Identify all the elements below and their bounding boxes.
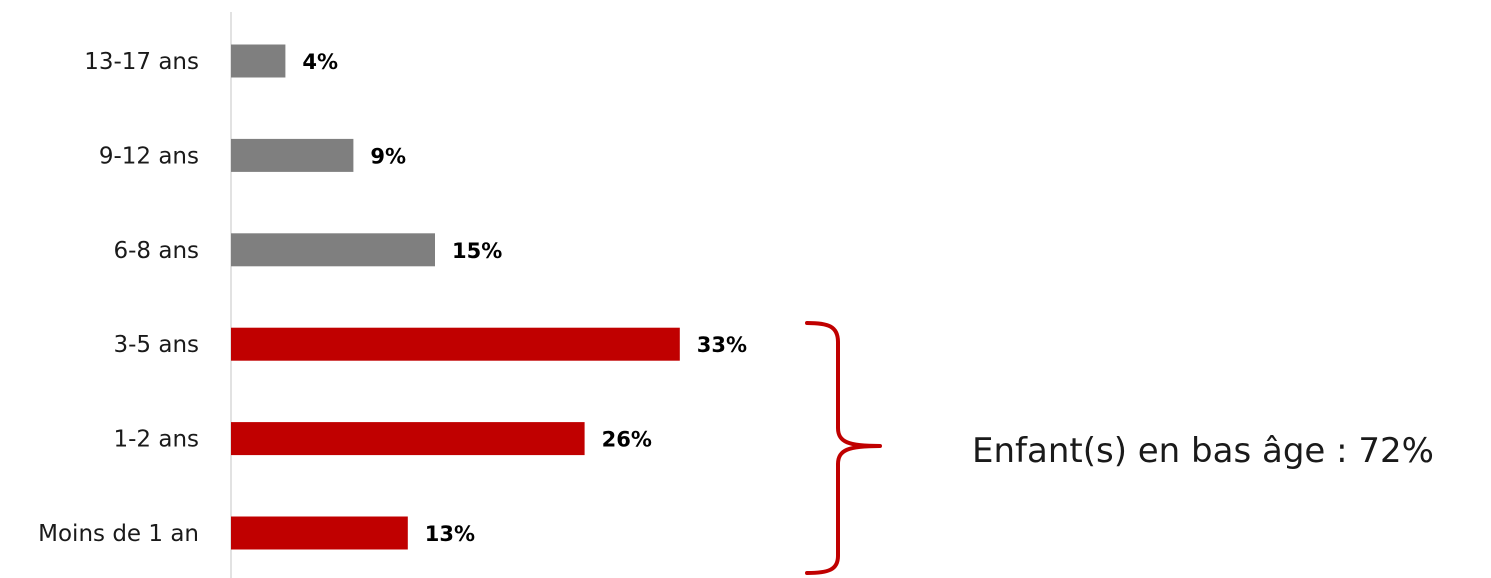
category-label-4: 1-2 ans (113, 427, 199, 453)
category-label-0: 13-17 ans (84, 49, 199, 75)
category-label-1: 9-12 ans (99, 143, 199, 169)
category-label-5: Moins de 1 an (38, 521, 199, 547)
category-label-2: 6-8 ans (113, 238, 199, 264)
bar-1 (231, 138, 354, 172)
value-label-3: 33% (697, 333, 747, 357)
bars-group (231, 44, 680, 550)
category-labels-group: 13-17 ans 9-12 ans 6-8 ans 3-5 ans 1-2 ans Mo… (38, 49, 199, 547)
annotation-text: Enfant(s) en bas âge : 72% (972, 431, 1434, 471)
value-labels-group: 4% 9% 15% 33% 26% 13% (302, 50, 747, 546)
bar-5 (231, 516, 408, 550)
bar-0 (231, 44, 286, 78)
category-label-3: 3-5 ans (113, 332, 199, 358)
value-label-4: 26% (602, 428, 652, 452)
bar-2 (231, 233, 435, 267)
value-label-2: 15% (452, 239, 502, 263)
bar-3 (231, 327, 680, 361)
grouping-bracket (805, 321, 882, 575)
value-label-5: 13% (425, 522, 475, 546)
value-label-0: 4% (302, 50, 338, 74)
value-label-1: 9% (370, 144, 406, 168)
bar-4 (231, 422, 585, 456)
